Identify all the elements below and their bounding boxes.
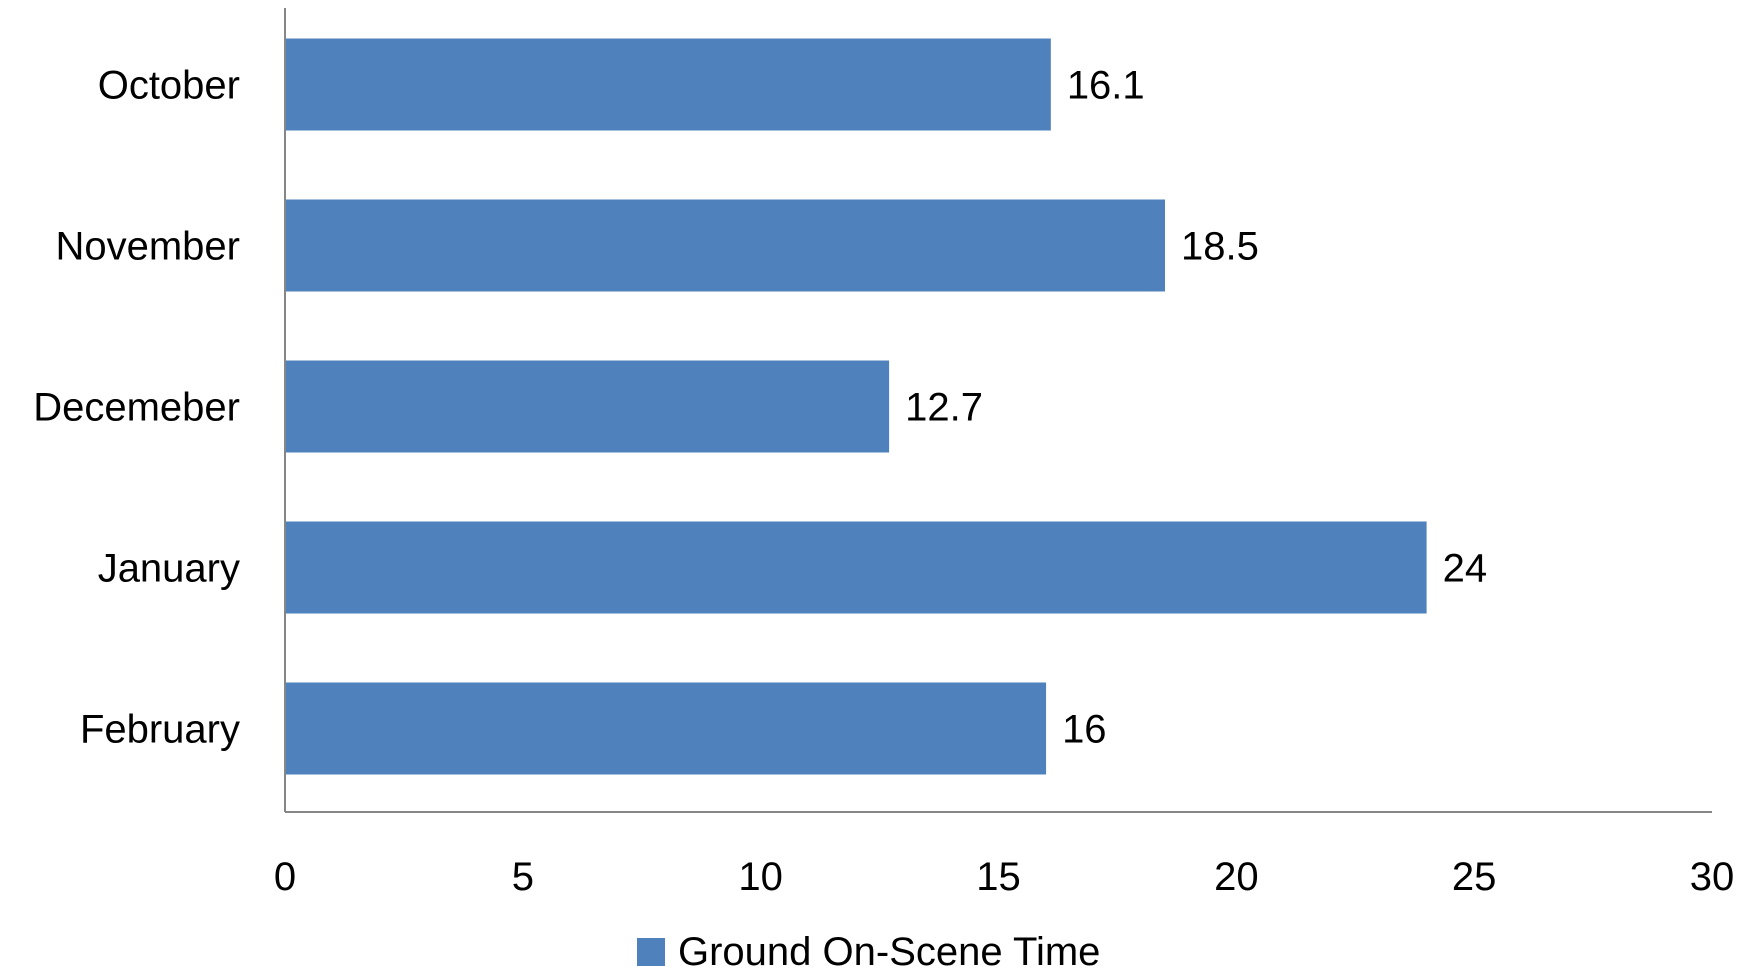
legend-label: Ground On-Scene Time bbox=[678, 930, 1100, 968]
bar-decemeber bbox=[285, 360, 890, 453]
category-label-february: February bbox=[80, 708, 240, 752]
x-tick-label-15: 15 bbox=[976, 855, 1021, 899]
x-tick-label-5: 5 bbox=[512, 855, 534, 899]
data-label-decemeber: 12.7 bbox=[905, 386, 983, 430]
legend-swatch bbox=[637, 938, 665, 966]
data-label-january: 24 bbox=[1443, 547, 1488, 591]
category-label-october: October bbox=[98, 64, 240, 108]
category-label-november: November bbox=[55, 225, 240, 269]
x-tick-label-20: 20 bbox=[1214, 855, 1259, 899]
category-label-january: January bbox=[98, 547, 240, 591]
x-tick-label-25: 25 bbox=[1452, 855, 1497, 899]
x-tick-label-30: 30 bbox=[1690, 855, 1735, 899]
data-label-november: 18.5 bbox=[1181, 225, 1259, 269]
x-tick-label-0: 0 bbox=[274, 855, 296, 899]
category-labels-group: October November Decemeber January February bbox=[33, 64, 240, 752]
bar-october bbox=[285, 38, 1051, 131]
x-tick-labels-group: 0 5 10 15 20 25 30 bbox=[274, 855, 1734, 899]
data-label-october: 16.1 bbox=[1067, 64, 1145, 108]
category-label-decemeber: Decemeber bbox=[33, 386, 240, 430]
bar-january bbox=[285, 521, 1427, 614]
bars-group bbox=[285, 38, 1427, 775]
legend: Ground On-Scene Time bbox=[637, 930, 1100, 968]
bar-february bbox=[285, 682, 1047, 775]
data-label-february: 16 bbox=[1062, 708, 1107, 752]
bar-november bbox=[285, 199, 1165, 292]
x-tick-label-10: 10 bbox=[738, 855, 783, 899]
data-labels-group: 16.1 18.5 12.7 24 16 bbox=[905, 64, 1487, 752]
